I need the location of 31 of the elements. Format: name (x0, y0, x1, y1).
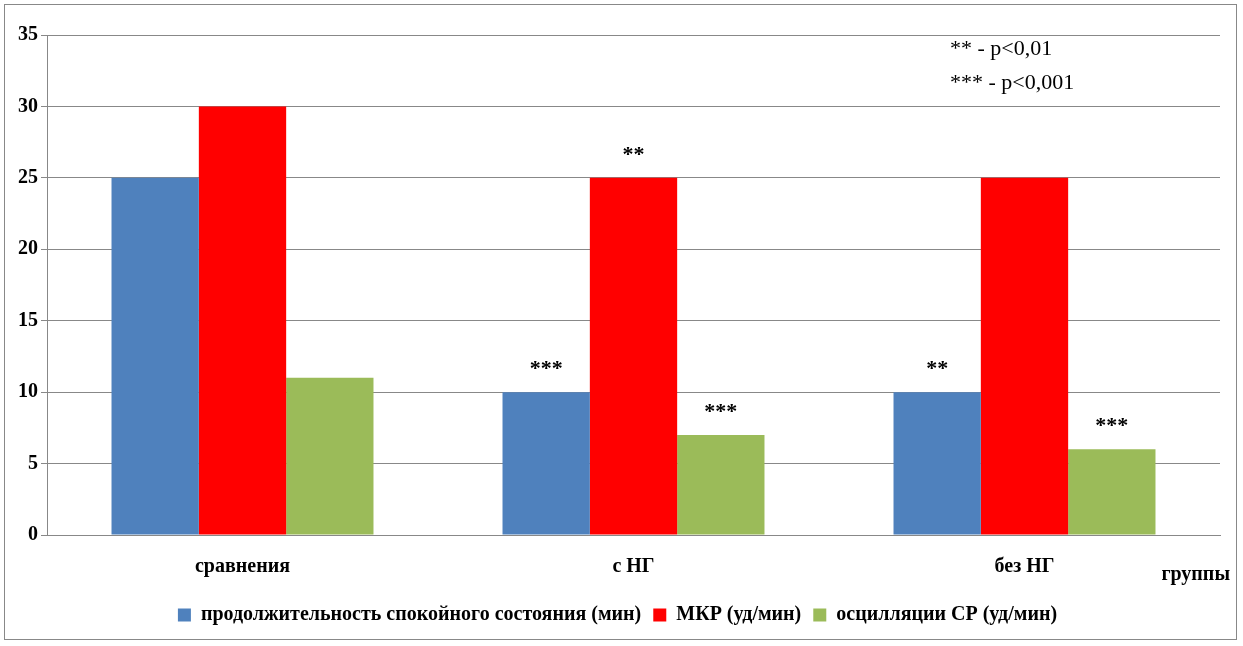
legend-label: продолжительность спокойного состояния (мин) (200, 602, 642, 626)
x-tick-label: с НГ (612, 554, 655, 577)
bar (589, 177, 678, 535)
x-axis-title: группы (1161, 562, 1231, 586)
bar (286, 377, 374, 535)
y-tick-label: 30 (18, 93, 38, 116)
x-tick-label: без НГ (994, 554, 1055, 577)
legend-label: МКР (уд/мин) (676, 602, 802, 626)
x-tick-label: сравнения (194, 554, 291, 578)
y-tick-label: 5 (28, 450, 38, 473)
annotation: *** (704, 397, 738, 423)
bar (198, 106, 287, 535)
y-tick-label: 25 (18, 165, 38, 188)
y-tick-label: 20 (18, 236, 38, 259)
bar (893, 392, 981, 535)
y-tick-label: 35 (18, 22, 38, 45)
y-tick-label: 0 (28, 522, 38, 545)
annotation: ** (622, 140, 645, 166)
annotation: *** (529, 354, 563, 380)
annotation: ** - p<0,01 (950, 34, 1053, 60)
y-tick-label: 15 (18, 307, 38, 330)
annotation: *** (1095, 411, 1129, 437)
bar (1068, 449, 1156, 535)
bar (502, 392, 590, 535)
bar (111, 177, 199, 535)
bar (677, 435, 765, 535)
y-tick-label: 10 (18, 379, 38, 402)
bar (980, 177, 1069, 535)
legend-label: осцилляции СР (уд/мин) (836, 602, 1058, 626)
annotation: ** (926, 354, 949, 380)
annotation: *** - p<0,001 (950, 68, 1075, 94)
